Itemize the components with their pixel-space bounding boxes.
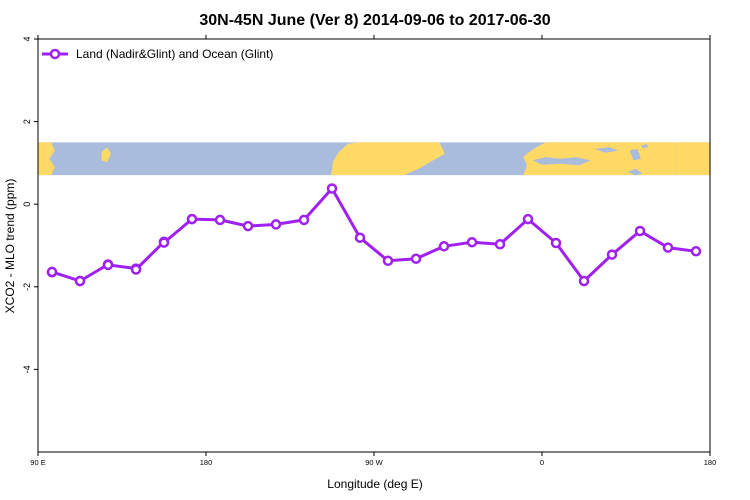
map-land-north-america [331,142,445,176]
map-mediterranean [532,157,591,166]
map-black-sea [594,147,619,153]
map-land-eurasia-africa [523,142,677,176]
y-axis-label: XCO2 - MLO trend (ppm) [3,179,17,314]
map-land-japan-west [101,147,111,163]
map-land-asia-east [676,142,710,176]
y-tick-label: 4 [22,36,32,41]
data-point [102,259,114,271]
series-layer [46,183,702,287]
series-group [46,183,702,287]
legend-label: Land (Nadir&Glint) and Ocean (Glint) [76,47,273,61]
data-point [46,266,58,278]
data-point [382,255,394,267]
legend-point-marker [49,48,61,60]
data-point [298,214,310,226]
data-point [606,249,618,260]
data-point [690,246,702,257]
data-point [186,213,198,225]
plot-frame [37,38,711,453]
axes: 4 2 0 -2 -4 90 E 180 90 W 0 180 [22,35,716,467]
y-tick-label: -2 [22,283,32,291]
data-point [438,241,450,252]
data-point [242,220,254,232]
data-point [214,214,226,226]
data-point [550,237,562,249]
x-tick-label: 180 [704,458,717,467]
map-persian-gulf [627,168,643,176]
world-map-strip [38,142,710,176]
data-point [522,213,534,225]
data-point [578,275,590,287]
x-tick-label: 180 [200,458,213,467]
map-aral-sea [640,143,649,149]
data-point [662,242,674,253]
x-tick-label: 90 E [30,458,45,467]
data-point [354,232,366,243]
data-point [270,219,282,230]
legend: Land (Nadir&Glint) and Ocean (Glint) [42,47,273,61]
data-point [74,275,86,287]
chart-title: 30N-45N June (Ver 8) 2014-09-06 to 2017-… [199,12,550,29]
map-land-asia-west [38,142,55,176]
data-point [158,237,170,248]
data-point [494,239,506,250]
x-tick-label: 0 [540,458,544,467]
x-axis-label: Longitude (deg E) [327,477,422,491]
y-tick-label: 0 [22,202,32,207]
data-point [326,183,338,194]
data-point [130,264,142,275]
x-tick-label: 90 W [365,458,383,467]
map-caspian-sea [629,148,641,161]
series-line [50,187,697,283]
data-point [634,225,646,237]
y-tick-label: 2 [22,119,32,124]
data-point [466,236,478,248]
y-tick-label: -4 [22,365,32,373]
data-point [410,253,422,264]
